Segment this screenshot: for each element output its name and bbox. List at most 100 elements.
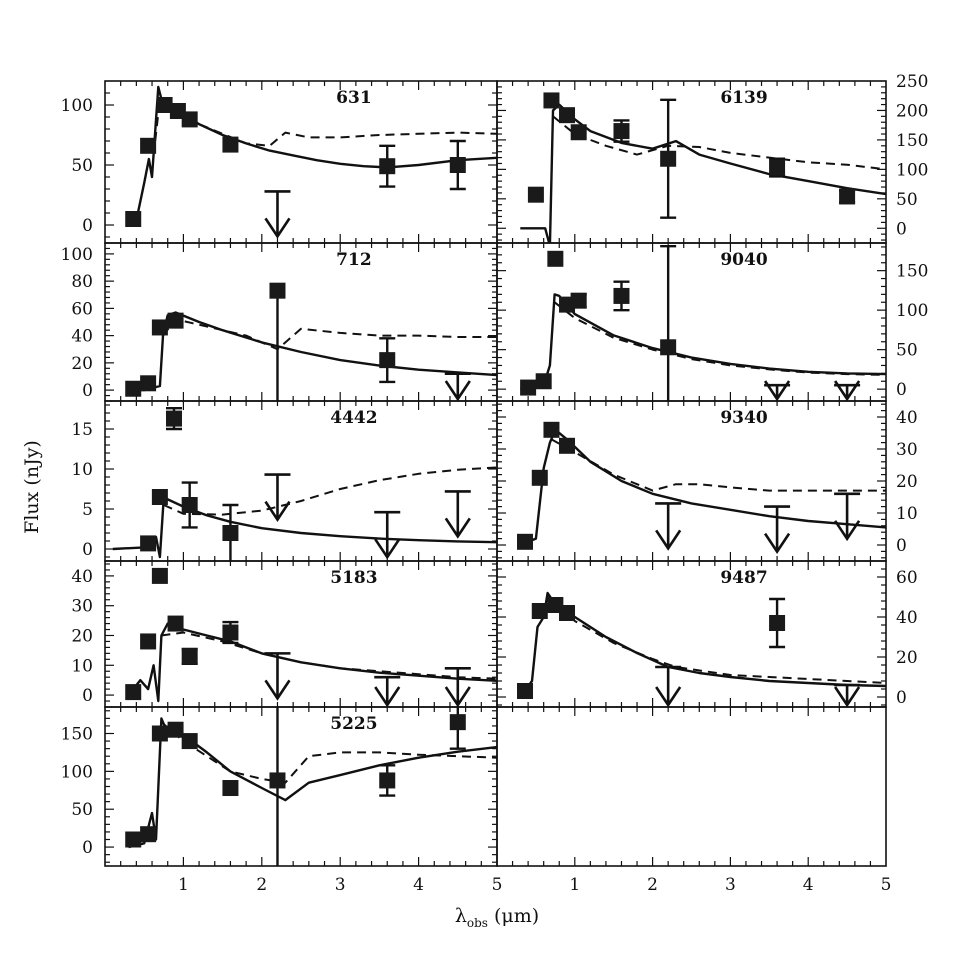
model-solid-curve	[127, 622, 497, 703]
data-point	[517, 683, 534, 699]
data-point	[151, 567, 168, 584]
data-point	[547, 250, 564, 267]
y-tick-label: 0	[82, 686, 93, 706]
data-point	[269, 282, 286, 299]
y-tick-label: 10	[71, 460, 93, 480]
data-point	[140, 826, 157, 843]
y-tick-label: 20	[896, 648, 918, 668]
panel-frame	[496, 706, 887, 867]
y-tick-label: 60	[71, 299, 93, 319]
upper-limit-arrow	[264, 679, 291, 701]
model-solid-curve	[520, 103, 886, 243]
x-axis-label-symbol: λ	[455, 905, 467, 927]
model-solid-curve	[519, 428, 886, 547]
upper-limit-arrow	[444, 517, 471, 539]
model-solid-curve	[519, 591, 886, 698]
data-point	[140, 137, 157, 154]
y-tick-label: 40	[71, 567, 93, 587]
data-point	[559, 605, 576, 621]
y-tick-label: 0	[82, 216, 93, 236]
panel-id-label: 6139	[720, 88, 767, 108]
data-point	[125, 380, 142, 397]
y-tick-label: 5	[82, 500, 93, 520]
data-point	[181, 497, 198, 513]
data-point	[531, 469, 548, 486]
data-point	[520, 379, 537, 396]
data-point	[613, 123, 630, 140]
y-tick-label: 40	[896, 608, 918, 628]
upper-limit-arrow	[264, 500, 291, 522]
y-tick-label: 10	[896, 504, 918, 524]
data-point	[379, 158, 396, 175]
data-point	[181, 648, 198, 665]
x-tick-label: 4	[413, 875, 424, 895]
y-tick-label: 30	[71, 597, 93, 617]
model-solid-curve	[127, 85, 497, 226]
y-tick-label: 0	[82, 540, 93, 560]
data-point	[543, 421, 560, 438]
data-point	[559, 437, 576, 454]
data-point	[559, 107, 576, 124]
model-dashed-curve	[546, 596, 886, 684]
data-point	[517, 533, 534, 550]
panel-9040: 0 50 100 150 9040	[496, 242, 928, 402]
x-tick-label: 1	[569, 875, 580, 895]
upper-limit-arrow	[655, 529, 682, 551]
data-point	[156, 97, 173, 113]
y-tick-label: 50	[896, 341, 918, 361]
x-tick-label: 4	[803, 875, 814, 895]
model-solid-curve	[128, 311, 497, 392]
data-point	[613, 287, 630, 304]
y-tick-label: 150	[61, 725, 93, 745]
y-axis-label: Flux (nJy)	[21, 440, 43, 534]
y-tick-label: 0	[82, 838, 93, 858]
y-tick-label: 50	[71, 156, 93, 176]
x-axis-label-unit: (μm)	[488, 905, 539, 927]
panel-id-label: 5183	[330, 568, 377, 588]
y-tick-label: 0	[896, 688, 907, 708]
y-tick-label: 0	[896, 219, 907, 239]
model-dashed-curve	[154, 98, 497, 147]
data-point	[527, 186, 544, 203]
data-point	[269, 772, 286, 789]
y-tick-label: 0	[82, 381, 93, 401]
model-dashed-curve	[161, 631, 497, 680]
data-point	[125, 211, 142, 227]
panel-4442: 0 5 10 15 4442	[71, 400, 498, 562]
y-tick-label: 250	[896, 72, 928, 92]
data-point	[543, 92, 560, 109]
data-point	[570, 292, 587, 309]
x-axis-label: λobs (μm)	[455, 905, 539, 930]
y-tick-label: 60	[896, 568, 918, 588]
y-tick-label: 20	[71, 626, 93, 646]
y-tick-label: 10	[71, 656, 93, 676]
y-tick-label: 100	[896, 160, 928, 180]
upper-limit-arrow	[834, 686, 861, 708]
data-point	[181, 111, 198, 128]
data-point	[449, 714, 466, 731]
panel-6139: 0 50 100 150 200 250 6139	[496, 72, 928, 244]
data-point	[449, 157, 466, 173]
model-dashed-curve	[160, 721, 497, 784]
data-point	[151, 489, 168, 505]
upper-limit-arrow	[374, 538, 401, 560]
panel-9487: 0 20 40 60 9487	[496, 560, 918, 708]
x-axis-label-subscript: obs	[467, 916, 488, 930]
upper-limit-arrow	[264, 217, 291, 239]
x-tick-label: 2	[647, 875, 658, 895]
x-tick-label: 5	[492, 875, 503, 895]
data-point	[570, 124, 587, 141]
model-dashed-curve	[162, 318, 497, 351]
data-point	[125, 684, 142, 701]
x-tick-label: 3	[725, 875, 736, 895]
y-tick-label: 50	[896, 190, 918, 210]
panel-id-label: 631	[336, 88, 372, 108]
data-point	[535, 373, 552, 390]
y-tick-label: 20	[896, 472, 918, 492]
panel-frame	[104, 400, 498, 562]
y-tick-label: 200	[896, 101, 928, 121]
y-tick-label: 150	[896, 262, 928, 282]
panel-id-label: 5225	[330, 714, 377, 734]
